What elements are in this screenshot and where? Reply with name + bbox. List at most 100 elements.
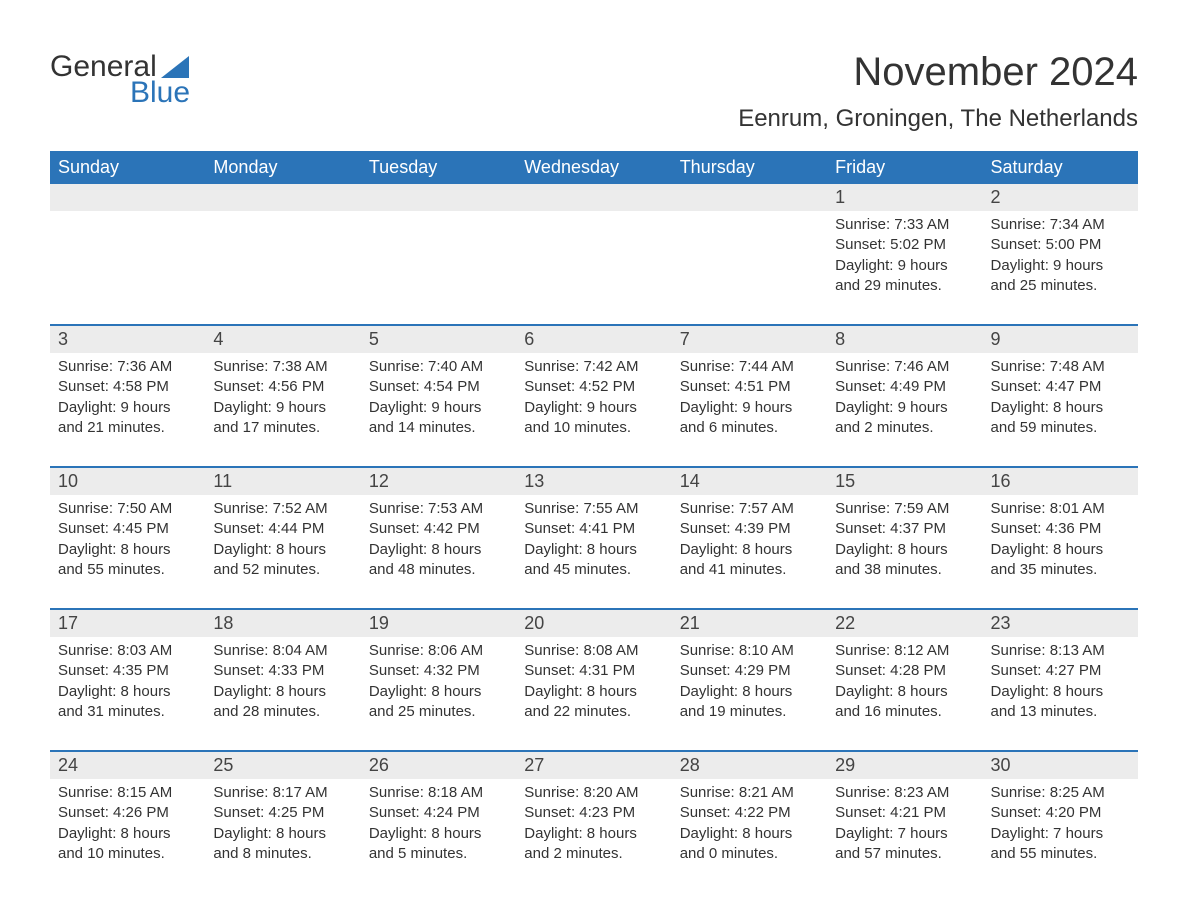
day-number: 29 — [827, 752, 982, 779]
day-number: 8 — [827, 326, 982, 353]
day-number: 15 — [827, 468, 982, 495]
day-details: Sunrise: 7:44 AMSunset: 4:51 PMDaylight:… — [672, 353, 827, 438]
day-cell: 26Sunrise: 8:18 AMSunset: 4:24 PMDayligh… — [361, 752, 516, 872]
day-details: Sunrise: 8:08 AMSunset: 4:31 PMDaylight:… — [516, 637, 671, 722]
weekday-label: Sunday — [50, 151, 205, 184]
day-number: 10 — [50, 468, 205, 495]
weekday-label: Wednesday — [516, 151, 671, 184]
day-details: Sunrise: 7:57 AMSunset: 4:39 PMDaylight:… — [672, 495, 827, 580]
day-details: Sunrise: 8:18 AMSunset: 4:24 PMDaylight:… — [361, 779, 516, 864]
day-number: 11 — [205, 468, 360, 495]
logo-word2: Blue — [130, 76, 190, 110]
week-row: 3Sunrise: 7:36 AMSunset: 4:58 PMDaylight… — [50, 324, 1138, 446]
day-cell: 3Sunrise: 7:36 AMSunset: 4:58 PMDaylight… — [50, 326, 205, 446]
location: Eenrum, Groningen, The Netherlands — [738, 105, 1138, 133]
day-cell — [205, 184, 360, 304]
day-cell — [361, 184, 516, 304]
day-cell: 1Sunrise: 7:33 AMSunset: 5:02 PMDaylight… — [827, 184, 982, 304]
day-number — [361, 184, 516, 211]
day-cell: 16Sunrise: 8:01 AMSunset: 4:36 PMDayligh… — [983, 468, 1138, 588]
day-details: Sunrise: 8:13 AMSunset: 4:27 PMDaylight:… — [983, 637, 1138, 722]
day-number: 4 — [205, 326, 360, 353]
day-cell: 13Sunrise: 7:55 AMSunset: 4:41 PMDayligh… — [516, 468, 671, 588]
day-cell: 11Sunrise: 7:52 AMSunset: 4:44 PMDayligh… — [205, 468, 360, 588]
day-details: Sunrise: 8:21 AMSunset: 4:22 PMDaylight:… — [672, 779, 827, 864]
day-number: 24 — [50, 752, 205, 779]
day-cell: 5Sunrise: 7:40 AMSunset: 4:54 PMDaylight… — [361, 326, 516, 446]
day-number: 14 — [672, 468, 827, 495]
day-number: 21 — [672, 610, 827, 637]
day-number: 13 — [516, 468, 671, 495]
day-number: 30 — [983, 752, 1138, 779]
day-cell: 2Sunrise: 7:34 AMSunset: 5:00 PMDaylight… — [983, 184, 1138, 304]
day-number: 3 — [50, 326, 205, 353]
day-cell — [672, 184, 827, 304]
day-details: Sunrise: 8:03 AMSunset: 4:35 PMDaylight:… — [50, 637, 205, 722]
day-number: 18 — [205, 610, 360, 637]
day-cell: 8Sunrise: 7:46 AMSunset: 4:49 PMDaylight… — [827, 326, 982, 446]
day-details: Sunrise: 7:46 AMSunset: 4:49 PMDaylight:… — [827, 353, 982, 438]
day-number: 17 — [50, 610, 205, 637]
title-block: November 2024 Eenrum, Groningen, The Net… — [738, 50, 1138, 133]
day-number: 6 — [516, 326, 671, 353]
day-cell: 25Sunrise: 8:17 AMSunset: 4:25 PMDayligh… — [205, 752, 360, 872]
logo: General Blue — [50, 50, 190, 110]
weekday-header: SundayMondayTuesdayWednesdayThursdayFrid… — [50, 151, 1138, 184]
day-cell: 7Sunrise: 7:44 AMSunset: 4:51 PMDaylight… — [672, 326, 827, 446]
day-details: Sunrise: 7:55 AMSunset: 4:41 PMDaylight:… — [516, 495, 671, 580]
day-details: Sunrise: 7:42 AMSunset: 4:52 PMDaylight:… — [516, 353, 671, 438]
day-number — [516, 184, 671, 211]
day-details: Sunrise: 8:10 AMSunset: 4:29 PMDaylight:… — [672, 637, 827, 722]
day-cell: 20Sunrise: 8:08 AMSunset: 4:31 PMDayligh… — [516, 610, 671, 730]
day-cell: 12Sunrise: 7:53 AMSunset: 4:42 PMDayligh… — [361, 468, 516, 588]
day-details: Sunrise: 8:20 AMSunset: 4:23 PMDaylight:… — [516, 779, 671, 864]
day-cell: 29Sunrise: 8:23 AMSunset: 4:21 PMDayligh… — [827, 752, 982, 872]
day-cell: 22Sunrise: 8:12 AMSunset: 4:28 PMDayligh… — [827, 610, 982, 730]
day-number: 7 — [672, 326, 827, 353]
day-details: Sunrise: 8:06 AMSunset: 4:32 PMDaylight:… — [361, 637, 516, 722]
day-cell: 10Sunrise: 7:50 AMSunset: 4:45 PMDayligh… — [50, 468, 205, 588]
day-details: Sunrise: 7:34 AMSunset: 5:00 PMDaylight:… — [983, 211, 1138, 296]
triangle-icon — [161, 56, 189, 78]
day-number: 23 — [983, 610, 1138, 637]
day-details: Sunrise: 7:50 AMSunset: 4:45 PMDaylight:… — [50, 495, 205, 580]
day-number: 27 — [516, 752, 671, 779]
day-number: 25 — [205, 752, 360, 779]
day-number — [672, 184, 827, 211]
weekday-label: Monday — [205, 151, 360, 184]
day-details: Sunrise: 8:23 AMSunset: 4:21 PMDaylight:… — [827, 779, 982, 864]
day-cell: 24Sunrise: 8:15 AMSunset: 4:26 PMDayligh… — [50, 752, 205, 872]
week-row: 10Sunrise: 7:50 AMSunset: 4:45 PMDayligh… — [50, 466, 1138, 588]
day-cell: 30Sunrise: 8:25 AMSunset: 4:20 PMDayligh… — [983, 752, 1138, 872]
week-row: 17Sunrise: 8:03 AMSunset: 4:35 PMDayligh… — [50, 608, 1138, 730]
day-cell: 15Sunrise: 7:59 AMSunset: 4:37 PMDayligh… — [827, 468, 982, 588]
day-number — [50, 184, 205, 211]
week-row: 1Sunrise: 7:33 AMSunset: 5:02 PMDaylight… — [50, 184, 1138, 304]
day-cell: 27Sunrise: 8:20 AMSunset: 4:23 PMDayligh… — [516, 752, 671, 872]
day-details: Sunrise: 7:53 AMSunset: 4:42 PMDaylight:… — [361, 495, 516, 580]
day-details: Sunrise: 7:36 AMSunset: 4:58 PMDaylight:… — [50, 353, 205, 438]
day-cell: 21Sunrise: 8:10 AMSunset: 4:29 PMDayligh… — [672, 610, 827, 730]
day-details: Sunrise: 7:40 AMSunset: 4:54 PMDaylight:… — [361, 353, 516, 438]
day-number: 22 — [827, 610, 982, 637]
day-details: Sunrise: 7:38 AMSunset: 4:56 PMDaylight:… — [205, 353, 360, 438]
day-details: Sunrise: 8:25 AMSunset: 4:20 PMDaylight:… — [983, 779, 1138, 864]
day-details: Sunrise: 8:17 AMSunset: 4:25 PMDaylight:… — [205, 779, 360, 864]
day-number: 20 — [516, 610, 671, 637]
day-cell: 19Sunrise: 8:06 AMSunset: 4:32 PMDayligh… — [361, 610, 516, 730]
day-number: 26 — [361, 752, 516, 779]
day-number: 5 — [361, 326, 516, 353]
calendar: SundayMondayTuesdayWednesdayThursdayFrid… — [50, 151, 1138, 872]
day-number: 28 — [672, 752, 827, 779]
day-details: Sunrise: 8:04 AMSunset: 4:33 PMDaylight:… — [205, 637, 360, 722]
header: General Blue November 2024 Eenrum, Groni… — [50, 50, 1138, 133]
day-number: 19 — [361, 610, 516, 637]
day-details: Sunrise: 8:15 AMSunset: 4:26 PMDaylight:… — [50, 779, 205, 864]
day-number — [205, 184, 360, 211]
day-details: Sunrise: 7:52 AMSunset: 4:44 PMDaylight:… — [205, 495, 360, 580]
day-number: 2 — [983, 184, 1138, 211]
day-cell: 4Sunrise: 7:38 AMSunset: 4:56 PMDaylight… — [205, 326, 360, 446]
day-cell — [50, 184, 205, 304]
day-details: Sunrise: 7:59 AMSunset: 4:37 PMDaylight:… — [827, 495, 982, 580]
weekday-label: Tuesday — [361, 151, 516, 184]
